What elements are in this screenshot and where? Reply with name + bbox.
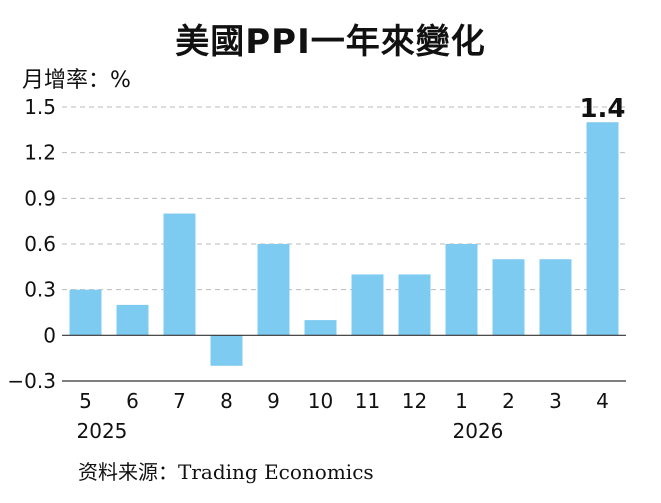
x-tick-label: 9: [267, 389, 280, 413]
x-tick-label: 2: [502, 389, 515, 413]
year-label: 2025: [77, 419, 128, 443]
axes: [62, 334, 626, 382]
y-tick-labels: 1.5 1.2 0.9 0.6 0.3 0 −0.3: [7, 95, 56, 393]
bar-10: [304, 320, 337, 336]
y-tick-label: 1.5: [24, 95, 56, 119]
bars: [69, 122, 619, 366]
x-tick-label: 8: [220, 389, 233, 413]
x-tick-labels: 5 6 7 8 9 10 11 12 1 2 3 4: [79, 389, 609, 413]
bar-2: [492, 259, 525, 336]
y-axis-unit-label: 月增率：%: [22, 68, 131, 93]
data-labels: 1.4: [579, 94, 625, 124]
bar-11: [351, 274, 384, 336]
x-tick-label: 11: [355, 389, 380, 413]
y-tick-label: 0.3: [24, 278, 56, 302]
y-tick-label: 1.2: [24, 141, 56, 165]
bar-6: [116, 304, 149, 336]
x-tick-label: 4: [596, 389, 609, 413]
bar-7: [163, 213, 196, 336]
x-tick-label: 12: [402, 389, 427, 413]
source-note: 资料来源：Trading Economics: [78, 460, 374, 484]
y-tick-label: 0: [43, 323, 56, 347]
y-tick-label: 0.6: [24, 232, 56, 256]
year-labels: 2025 2026: [77, 419, 504, 443]
y-tick-label: −0.3: [7, 369, 56, 393]
y-tick-label: 0.9: [24, 186, 56, 210]
x-tick-label: 7: [173, 389, 186, 413]
gridlines: [62, 106, 626, 382]
chart-title: 美國PPI一年來變化: [175, 22, 486, 62]
x-tick-label: 1: [455, 389, 468, 413]
x-tick-label: 10: [308, 389, 333, 413]
bar-9: [257, 244, 290, 336]
bar-5: [69, 289, 102, 336]
x-tick-label: 5: [79, 389, 92, 413]
bar-12: [398, 274, 431, 336]
x-tick-label: 3: [549, 389, 562, 413]
x-tick-label: 6: [126, 389, 139, 413]
bar-3: [539, 259, 572, 336]
bar-8: [210, 335, 243, 366]
year-label: 2026: [453, 419, 504, 443]
data-label: 1.4: [579, 94, 625, 124]
bar-1: [445, 244, 478, 336]
bar-4: [586, 122, 619, 336]
